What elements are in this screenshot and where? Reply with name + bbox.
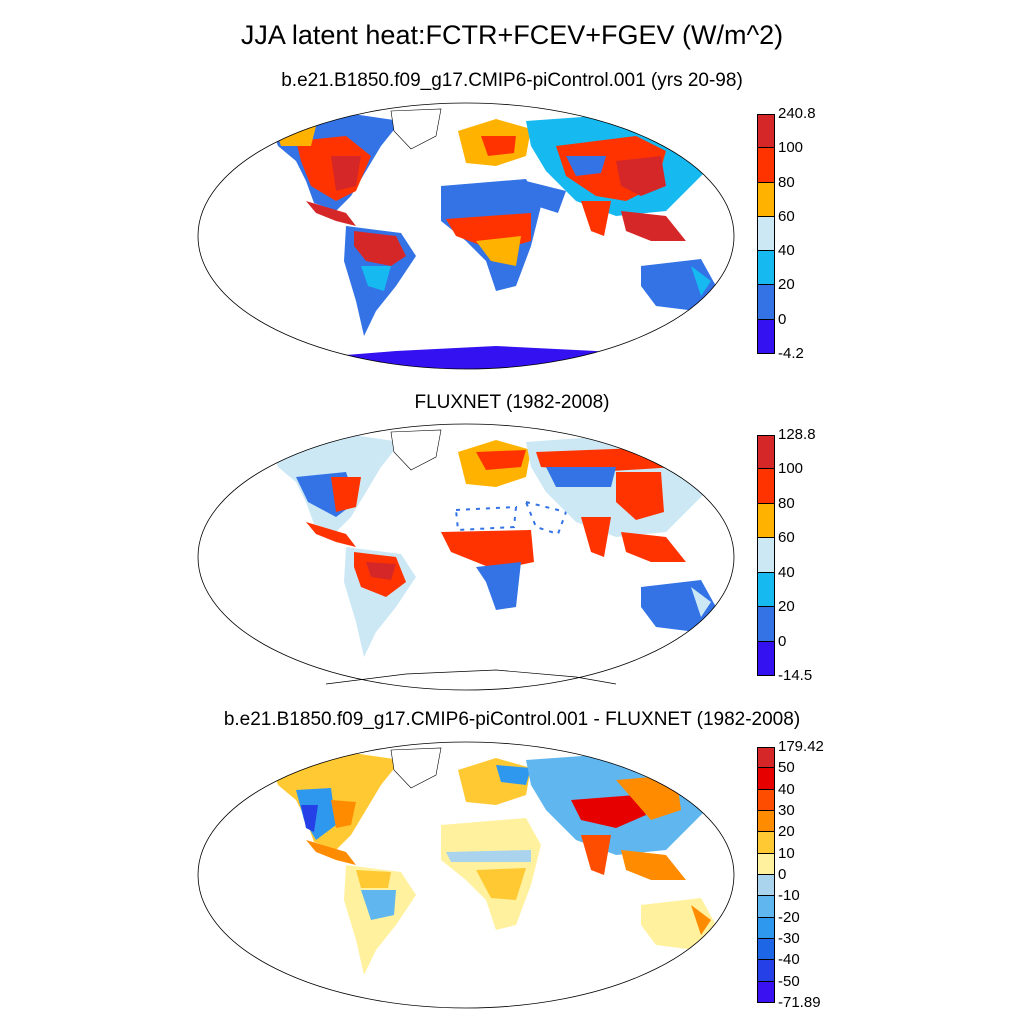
colorbar-segment	[757, 832, 775, 854]
panel-model-subtitle: b.e21.B1850.f09_g17.CMIP6-piControl.001 …	[281, 70, 743, 91]
colorbar-segment	[757, 917, 775, 939]
colorbar-tick-label: 40	[778, 563, 795, 581]
colorbar-segment	[757, 572, 775, 608]
model-map	[197, 102, 735, 370]
panel-diff-subtitle: b.e21.B1850.f09_g17.CMIP6-piControl.001 …	[223, 709, 801, 730]
land-greenland	[390, 429, 442, 471]
colorbar-tick-label: 10	[778, 844, 795, 862]
diff-colorbar: 179.42 50 40 30 20 10 0 -10 -20 -30 -40 -50 -71.89	[757, 738, 837, 1011]
colorbar-segment	[757, 811, 775, 833]
colorbar-tick-label: -4.2	[778, 345, 804, 362]
colorbar-segment	[757, 469, 775, 504]
colorbar-tick-label: -20	[778, 908, 800, 926]
colorbar-tick-label: 20	[778, 598, 795, 616]
colorbar-segment	[757, 538, 775, 573]
colorbar-segment	[757, 939, 775, 961]
colorbar-tick-label: 80	[778, 494, 795, 512]
colorbar-tick-label: 80	[778, 173, 795, 191]
colorbar-segment	[757, 319, 775, 354]
colorbar-tick-label: 30	[778, 802, 795, 819]
colorbar-tick-label: 128.8	[778, 426, 816, 443]
diff-map	[197, 741, 735, 1009]
colorbar-segment	[757, 251, 775, 286]
colorbar-tick-label: 100	[778, 460, 804, 478]
colorbar-tick-label: 240.8	[778, 105, 816, 122]
colorbar-segment	[757, 981, 775, 1003]
colorbar-tick-label: 50	[778, 759, 795, 777]
colorbar-tick-label: 20	[778, 276, 795, 294]
panel-obs-subtitle: FLUXNET (1982-2008)	[414, 392, 610, 413]
colorbar-segment	[757, 896, 775, 918]
colorbar-tick-label: 60	[778, 207, 795, 225]
colorbar-segment	[757, 641, 775, 676]
colorbar-segment	[757, 960, 775, 982]
colorbar-tick-label: -14.5	[778, 667, 813, 684]
colorbar-segment	[757, 768, 775, 790]
obs-colorbar: 128.8 100 80 60 40 20 0 -14.5	[757, 426, 837, 684]
land-antarctica	[325, 669, 617, 685]
colorbar-segment	[757, 789, 775, 811]
colorbar-segment	[757, 875, 775, 897]
colorbar-segment	[757, 182, 775, 217]
colorbar-segment	[757, 114, 775, 149]
land-antarctica	[296, 346, 646, 369]
colorbar-tick-label: -30	[778, 930, 800, 947]
colorbar-tick-label: -50	[778, 972, 800, 990]
colorbar-tick-label: 0	[778, 310, 787, 328]
colorbar-tick-label: -10	[778, 887, 800, 905]
land-greenland	[390, 108, 442, 150]
colorbar-tick-label: 40	[778, 780, 795, 798]
colorbar-segment	[757, 285, 775, 320]
colorbar-segment	[757, 607, 775, 642]
colorbar-tick-label: -40	[778, 951, 800, 969]
colorbar-segment	[757, 148, 775, 183]
colorbar-tick-label: 0	[778, 866, 787, 883]
colorbar-segment	[757, 216, 775, 252]
colorbar-tick-label: 40	[778, 242, 795, 260]
figure-title: JJA latent heat:FCTR+FCEV+FGEV (W/m^2)	[240, 20, 784, 50]
obs-map	[197, 423, 735, 691]
colorbar-segment	[757, 853, 775, 875]
colorbar-segment	[757, 747, 775, 769]
colorbar-segment	[757, 503, 775, 539]
model-colorbar: 240.8 100 80 60 40 20 0 -4.2	[757, 105, 837, 362]
colorbar-segment	[757, 435, 775, 470]
land-greenland	[390, 747, 442, 789]
colorbar-tick-label: -71.89	[778, 994, 821, 1011]
colorbar-tick-label: 60	[778, 529, 795, 547]
colorbar-tick-label: 100	[778, 139, 804, 157]
colorbar-tick-label: 179.42	[778, 738, 824, 755]
colorbar-tick-label: 0	[778, 632, 787, 650]
colorbar-tick-label: 20	[778, 823, 795, 841]
